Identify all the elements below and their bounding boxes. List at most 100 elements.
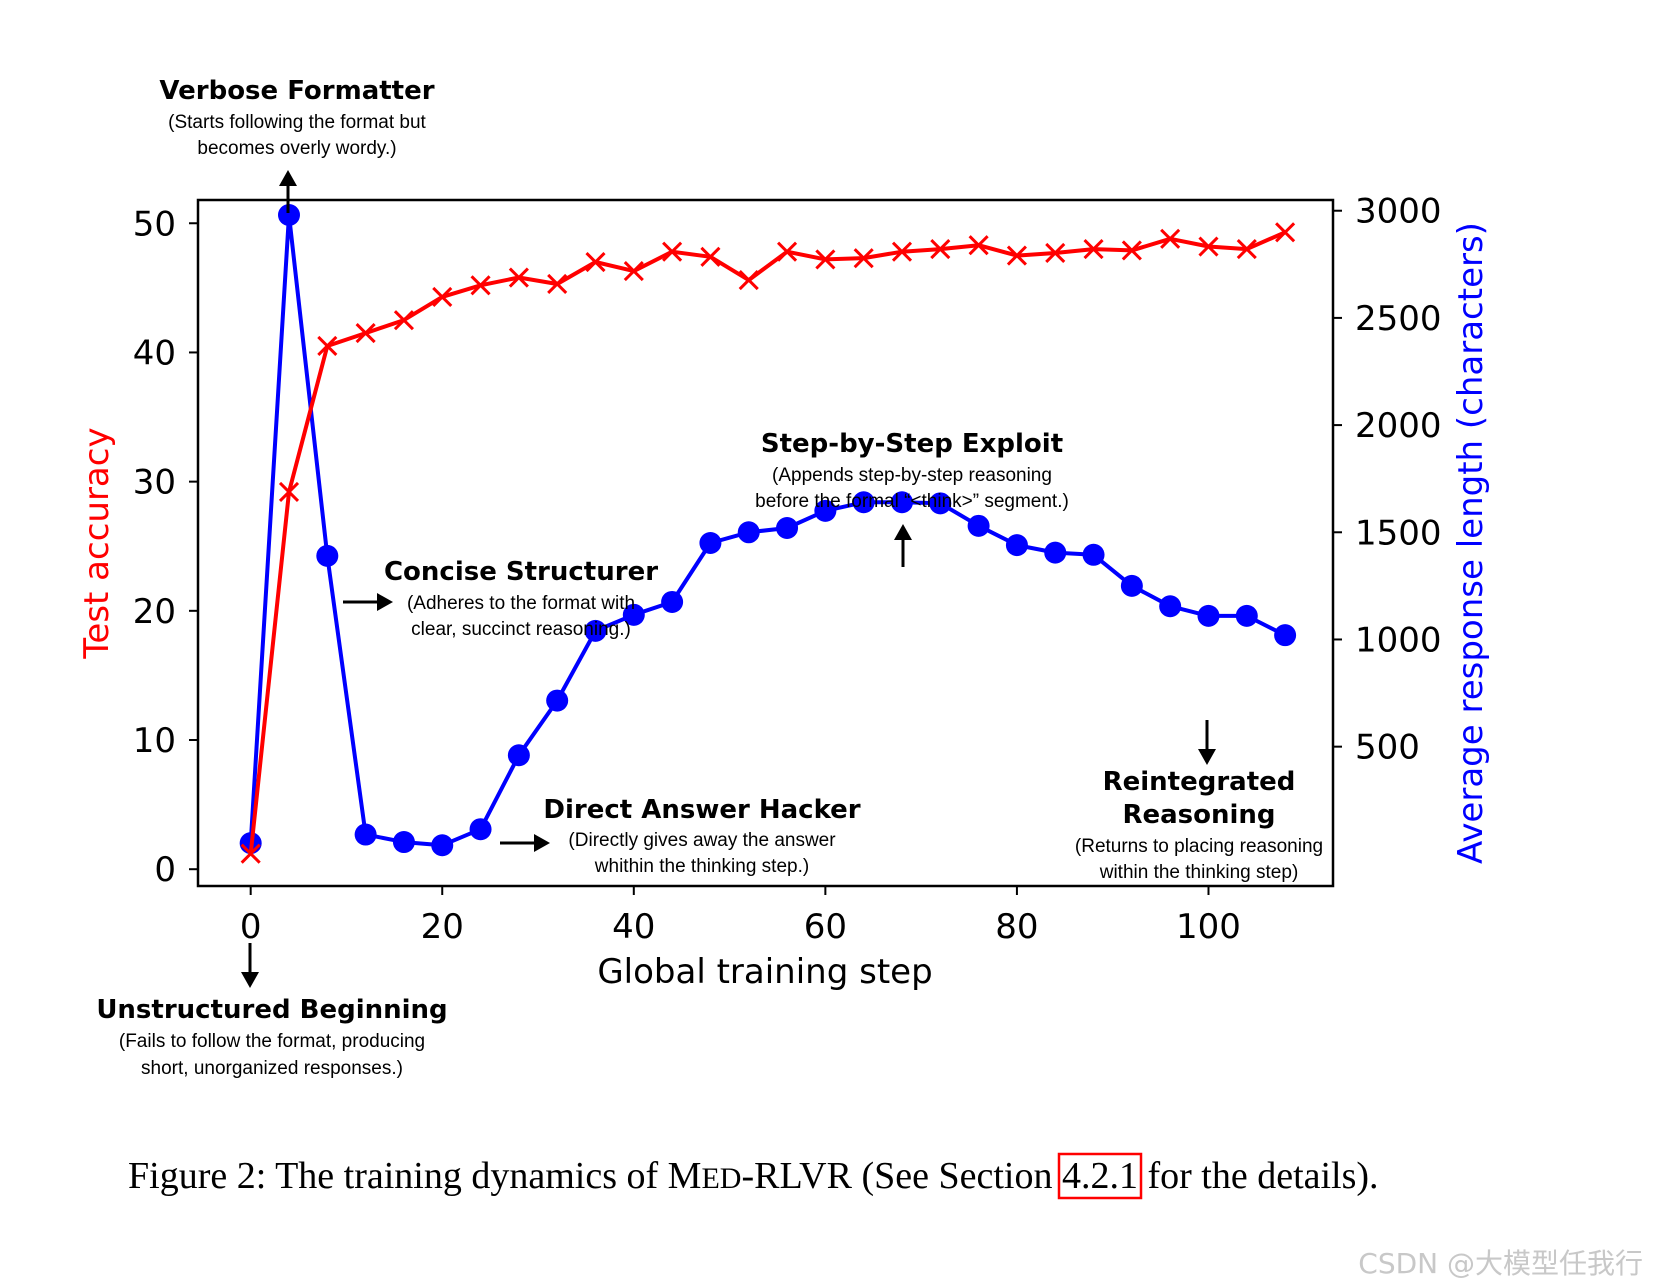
y-left-tick-label: 0 <box>154 850 176 890</box>
y-left-tick-label: 20 <box>133 592 176 632</box>
accuracy-marker-stroke <box>776 241 798 262</box>
y-axis-label-left: Test accuracy <box>77 427 117 659</box>
accuracy-point <box>1198 236 1219 257</box>
accuracy-marker-stroke <box>853 248 874 269</box>
x-tick-label: 80 <box>995 907 1038 947</box>
accuracy-point <box>700 246 721 267</box>
response-length-point <box>1235 604 1258 627</box>
response-length-point <box>507 744 530 767</box>
response-length-point <box>354 823 377 846</box>
response-length-point <box>1044 541 1067 564</box>
response-length-point <box>967 514 990 537</box>
accuracy-marker-stroke <box>278 481 300 503</box>
y-left-tick-label: 50 <box>133 204 176 244</box>
accuracy-point <box>547 273 568 295</box>
arrow-head-down <box>241 972 259 988</box>
y-left-tick-label: 40 <box>133 333 176 373</box>
accuracy-marker-stroke <box>508 267 529 288</box>
accuracy-point <box>393 310 414 331</box>
x-tick-label: 40 <box>612 907 655 947</box>
y-right-tick-label: 2500 <box>1355 299 1442 339</box>
response-length-point <box>1159 595 1182 618</box>
y-right-tick-label: 3000 <box>1355 192 1442 232</box>
annotation-text: clear, succinct reasoning.) <box>411 619 631 640</box>
x-tick-label: 20 <box>421 907 464 947</box>
accuracy-point <box>930 239 951 260</box>
arrow-head-right <box>534 834 550 852</box>
annotation-unstructured-beginning: Unstructured Beginning (Fails to follow … <box>96 943 448 1079</box>
accuracy-point <box>738 270 759 291</box>
accuracy-marker-stroke <box>662 241 683 262</box>
accuracy-point <box>1045 242 1066 264</box>
accuracy-marker-stroke <box>432 286 453 307</box>
response-length-point <box>814 499 837 522</box>
accuracy-point <box>891 241 913 262</box>
accuracy-point <box>776 241 798 262</box>
response-length-line <box>248 213 1286 848</box>
caption-med-smallcaps: ED <box>701 1162 741 1195</box>
accuracy-point <box>1006 245 1027 266</box>
accuracy-marker-stroke <box>623 260 644 282</box>
annotation-title: Direct Answer Hacker <box>543 795 860 825</box>
caption-tail: for the details). <box>1138 1155 1379 1197</box>
annotation-concise-structurer: Concise Structurer (Adheres to the forma… <box>343 557 658 640</box>
response-length-point <box>852 491 875 514</box>
annotation-title: Unstructured Beginning <box>96 995 447 1025</box>
axis-ticks: 0 20 40 60 80 1000102030405050010001500200025… <box>133 192 1442 947</box>
accuracy-marker-stroke <box>700 246 721 267</box>
section-link[interactable]: 4.2.1 <box>1062 1155 1138 1197</box>
response-length-point <box>890 491 913 514</box>
section-link-highlight <box>1057 1152 1143 1200</box>
annotation-text: short, unorganized responses.) <box>141 1058 403 1079</box>
accuracy-marker-stroke <box>547 273 568 295</box>
annotation-text: (Appends step-by-step reasoning <box>772 465 1052 486</box>
accuracy-point <box>1160 228 1181 249</box>
annotation-title: Concise Structurer <box>384 557 658 587</box>
accuracy-point <box>815 249 836 270</box>
response-length-point <box>392 831 415 854</box>
accuracy-point <box>585 251 606 273</box>
accuracy-point <box>1275 222 1296 243</box>
y-right-tick-label: 1000 <box>1355 620 1442 660</box>
accuracy-point <box>1236 239 1257 260</box>
watermark: CSDN @大模型任我行 <box>1358 1247 1643 1280</box>
response-length-point <box>546 689 569 712</box>
accuracy-marker-stroke <box>815 249 836 270</box>
response-length-point <box>1197 604 1220 627</box>
response-length-point <box>699 532 722 554</box>
accuracy-marker-stroke <box>317 335 338 357</box>
accuracy-point <box>317 335 338 357</box>
accuracy-marker-stroke <box>891 241 913 262</box>
accuracy-marker-stroke <box>1198 236 1219 257</box>
arrow-head-up <box>279 170 297 186</box>
arrow-head-down <box>1198 749 1216 765</box>
series-layer <box>239 204 1297 864</box>
annotation-text: before the formal “<think>” segment.) <box>755 491 1069 512</box>
y-right-tick-label: 500 <box>1355 728 1420 768</box>
response-length-point <box>469 818 492 841</box>
response-length-point <box>1120 574 1143 597</box>
response-length-point <box>1274 624 1297 647</box>
accuracy-marker-stroke <box>585 251 606 273</box>
accuracy-point <box>623 260 644 282</box>
annotation-reintegrated-reasoning: Reintegrated Reasoning (Returns to placi… <box>1075 720 1323 883</box>
caption-method: -RLVR (See Section <box>741 1155 1062 1197</box>
response-length-point <box>1005 534 1028 557</box>
annotation-title: Step-by-Step Exploit <box>761 429 1063 459</box>
accuracy-marker-stroke <box>1006 245 1027 266</box>
response-length-point <box>776 516 799 539</box>
response-length-point <box>929 492 952 515</box>
annotation-text: (Directly gives away the answer <box>568 830 836 851</box>
annotation-text: (Adheres to the format with <box>407 593 635 614</box>
response-length-point <box>737 521 760 544</box>
annotation-title: Reintegrated <box>1103 767 1296 797</box>
accuracy-point <box>508 267 529 288</box>
accuracy-marker-stroke <box>1275 222 1296 243</box>
plot-frame <box>196 198 1335 888</box>
accuracy-marker-stroke <box>470 275 491 296</box>
accuracy-point <box>355 323 376 344</box>
annotation-title: Reasoning <box>1122 800 1275 830</box>
response-length-point <box>431 834 454 857</box>
accuracy-point <box>240 843 261 864</box>
